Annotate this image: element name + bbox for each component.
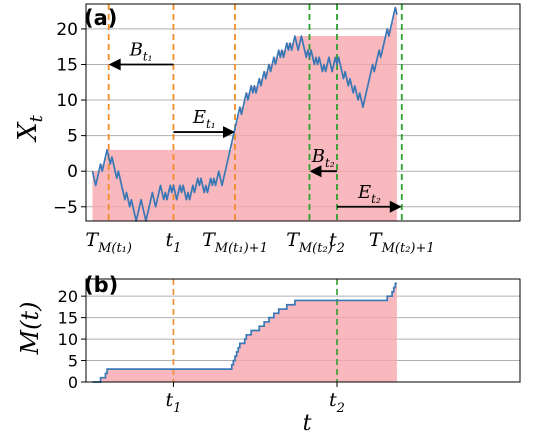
y-tick-label: 10 [58,330,78,349]
arrow-label-main: E [192,107,206,128]
max-area [92,283,397,382]
interval-arrow: Bt₁ [108,39,174,71]
arrow-head [389,200,402,213]
arrow-head [309,165,322,178]
panel-b-frame [85,278,521,383]
max-line [92,282,397,383]
panel-b-x-ticks: t1 t2 [165,382,345,416]
marker-label-main: T [369,229,383,251]
panel-a-y-axis-label: Xt [13,114,47,143]
arrow-label-main: B [129,39,143,60]
series-line [91,6,398,222]
marker-label-sub: M(t₂) [298,241,333,256]
y-axis-label-main: X [13,121,43,143]
x-tick-label-main: t [329,389,337,411]
panel-b-y-axis-label: M(t) [16,302,44,356]
y-tick-label: 15 [56,55,78,75]
marker-label-main: T [286,229,300,251]
y-tick-label: 10 [56,91,78,111]
y-tick-label: 20 [58,287,78,306]
marker-label: t2 [329,229,345,256]
marker-label: t1 [165,229,181,256]
interval-arrow: Et₁ [173,107,235,139]
marker-label-main: t [165,229,173,251]
panel-a-x-tick-labels: TM(t₁) t1 TM(t₁)+1 TM(t₂)t2 TM(t₂)+1 [85,229,434,256]
x-tick-label-sub: 2 [336,401,345,416]
x-tick-label-sub: 1 [173,401,181,416]
y-tick-label: 0 [67,162,78,182]
marker-label-main: t [329,229,337,251]
y-tick-label: 5 [67,127,78,147]
panel-b-y-ticks: 0 5 10 15 20 [58,287,86,392]
marker-label: TM(t₂)+1 [369,229,435,256]
y-tick-label: 0 [68,373,78,392]
arrow-label: Et₂ [357,182,381,206]
panel-a-frame [85,3,521,222]
marker-label-sub: M(t₁)+1 [214,241,268,256]
marker-label: TM(t₁)+1 [202,229,268,256]
arrow-label-sub: t₁ [143,49,153,63]
arrow-head [108,58,121,71]
panel-b-x-axis-label: t [303,411,312,436]
marker-label-sub: 1 [173,241,181,256]
panel-b-marker-lines [172,279,338,382]
x-tick-label: t2 [329,389,345,416]
arrow-label-sub: t₂ [325,156,335,170]
y-tick-label: 15 [58,309,78,328]
y-tick-label: 5 [68,352,78,371]
arrow-label-main: E [357,182,371,203]
arrow-label-sub: t₁ [206,117,216,131]
arrow-label: Et₁ [192,107,216,131]
arrow-label-sub: t₂ [371,192,381,206]
interval-arrow: Bt₂ [309,146,338,178]
panel-b-series [92,282,397,383]
panel-a-label: (a) [84,6,117,30]
panel-a-y-ticks: −5 0 5 10 15 20 [53,20,86,218]
arrow-label-main: B [311,146,325,167]
marker-label-sub: M(t₂)+1 [381,241,435,256]
arrow-head [222,126,235,139]
x-tick-label-main: t [165,389,173,411]
panel-b-area-fill [92,283,397,382]
interval-arrow: Et₂ [337,182,402,213]
panel-b-label: (b) [84,273,118,297]
y-tick-label: 20 [56,20,78,40]
marker-label-sub: 2 [336,241,345,256]
marker-label-main: T [202,229,216,251]
y-axis-label-sub: t [26,114,47,122]
y-tick-label: −5 [53,198,78,218]
marker-label: TM(t₁) [85,229,132,256]
marker-label-main: T [85,229,99,251]
panel-a-series [91,6,398,222]
x-tick-label: t1 [165,389,181,416]
marker-label-sub: M(t₁) [97,241,132,256]
arrow-label: Bt₂ [311,146,335,170]
marker-label: TM(t₂) [286,229,333,256]
arrow-label: Bt₁ [129,39,153,63]
